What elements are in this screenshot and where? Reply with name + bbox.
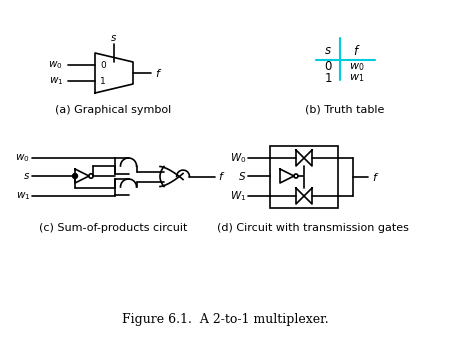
Text: Figure 6.1.  A 2-to-1 multiplexer.: Figure 6.1. A 2-to-1 multiplexer.: [122, 314, 328, 327]
Text: $f$: $f$: [155, 67, 162, 79]
Text: $f$: $f$: [372, 171, 379, 183]
Text: 0: 0: [324, 61, 332, 73]
Text: $w_1$: $w_1$: [16, 190, 30, 202]
Text: (c) Sum-of-products circuit: (c) Sum-of-products circuit: [39, 223, 187, 233]
Bar: [270, 146, 338, 208]
Text: $f$: $f$: [353, 44, 361, 58]
Text: $w_0$: $w_0$: [349, 61, 365, 73]
Text: $W_0$: $W_0$: [230, 151, 246, 165]
Text: $w_1$: $w_1$: [49, 75, 63, 87]
Text: $W_1$: $W_1$: [230, 189, 246, 203]
Text: $w_0$: $w_0$: [15, 152, 30, 164]
Text: $f$: $f$: [218, 170, 225, 183]
Text: (d) Circuit with transmission gates: (d) Circuit with transmission gates: [217, 223, 409, 233]
Text: $s$: $s$: [324, 45, 332, 57]
Text: $S$: $S$: [238, 170, 246, 182]
Text: 1: 1: [100, 76, 106, 86]
Circle shape: [72, 173, 77, 178]
Text: 1: 1: [324, 72, 332, 84]
Text: $s$: $s$: [110, 33, 117, 43]
Text: (a) Graphical symbol: (a) Graphical symbol: [55, 105, 171, 115]
Text: 0: 0: [100, 61, 106, 70]
Text: $w_0$: $w_0$: [49, 59, 63, 71]
Text: (b) Truth table: (b) Truth table: [305, 105, 385, 115]
Text: $s$: $s$: [23, 171, 30, 181]
Text: $w_1$: $w_1$: [349, 72, 364, 84]
